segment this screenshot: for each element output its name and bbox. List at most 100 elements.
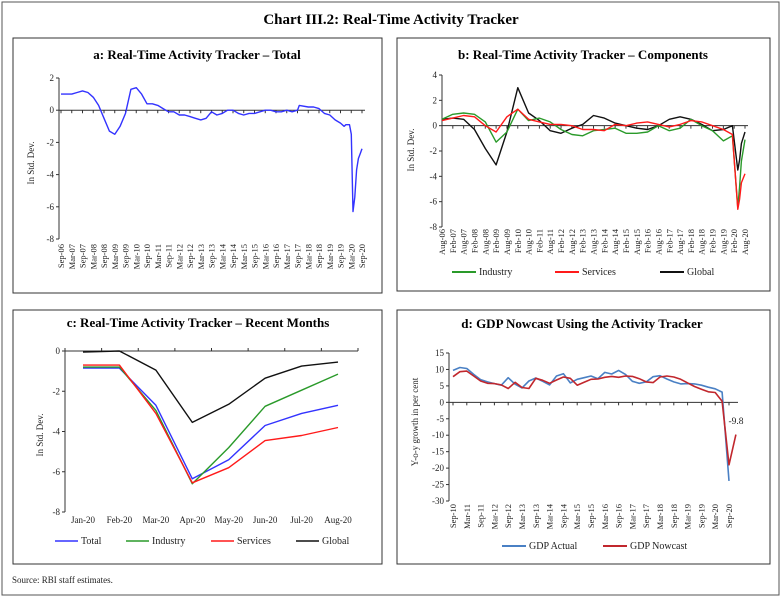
y-tick-label: -6 xyxy=(47,202,55,212)
y-tick-label: 10 xyxy=(435,364,445,374)
x-tick-label: Feb-08 xyxy=(469,229,479,253)
x-tick-label: Mar-17 xyxy=(282,244,292,269)
x-tick-label: Mar-16 xyxy=(260,244,270,269)
x-tick-label: Sep-08 xyxy=(99,244,109,268)
x-tick-label: Feb-10 xyxy=(513,229,523,253)
x-tick-label: Aug-07 xyxy=(459,229,469,255)
panel-d-border xyxy=(396,309,771,565)
x-tick-label: Mar-13 xyxy=(517,504,527,529)
x-tick-label: Sep-06 xyxy=(56,244,66,268)
y-tick-label: 0 xyxy=(440,397,445,407)
y-tick-label: 5 xyxy=(440,381,445,391)
series-line-total xyxy=(83,367,339,480)
x-tick-label: Mar-12 xyxy=(489,504,499,529)
x-tick-label: Aug-17 xyxy=(675,229,685,255)
x-tick-label: Sep-09 xyxy=(121,244,131,268)
series-line-gdp-actual xyxy=(452,366,730,481)
y-tick-label: -2 xyxy=(53,386,61,396)
x-tick-label: Apr-20 xyxy=(179,515,205,525)
x-tick-label: Sep-07 xyxy=(78,244,88,268)
x-tick-label: Mar-11 xyxy=(462,504,472,529)
x-tick-label: Mar-20 xyxy=(346,244,356,269)
x-tick-label: Aug-12 xyxy=(567,229,577,255)
y-tick-label: 0 xyxy=(56,346,61,356)
x-tick-label: Mar-08 xyxy=(88,244,98,269)
x-tick-label: Feb-16 xyxy=(643,229,653,253)
x-tick-label: Sep-10 xyxy=(142,244,152,268)
y-tick-label: -4 xyxy=(430,171,438,181)
x-tick-label: Aug-11 xyxy=(545,229,555,255)
panel-b-border xyxy=(396,37,771,292)
x-tick-label: Mar-19 xyxy=(683,504,693,529)
y-tick-label: -4 xyxy=(47,170,55,180)
figure-title: Chart III.2: Real-Time Activity Tracker xyxy=(263,12,519,28)
x-tick-label: Sep-15 xyxy=(250,244,260,268)
panel-a-border xyxy=(12,37,383,294)
legend-label-industry: Industry xyxy=(479,267,512,278)
x-tick-label: Feb-17 xyxy=(664,229,674,253)
x-tick-label: Sep-16 xyxy=(614,504,624,528)
panel-title: a: Real-Time Activity Tracker – Total xyxy=(93,47,301,62)
x-tick-label: Mar-10 xyxy=(131,244,141,269)
legend-label-global: Global xyxy=(322,536,349,547)
y-axis-label: In Std. Dev. xyxy=(35,414,45,457)
x-tick-label: Mar-12 xyxy=(174,244,184,269)
nowcast-annotation: -9.8 xyxy=(728,417,743,427)
x-tick-label: Mar-17 xyxy=(627,504,637,529)
y-tick-label: 0 xyxy=(50,105,55,115)
y-tick-label: -4 xyxy=(53,427,61,437)
x-tick-label: Feb-13 xyxy=(578,229,588,253)
x-tick-label: Feb-14 xyxy=(599,228,609,253)
x-tick-label: Mar-18 xyxy=(303,244,313,269)
x-tick-label: Sep-19 xyxy=(696,504,706,528)
x-tick-label: Sep-12 xyxy=(503,504,513,528)
y-tick-label: -30 xyxy=(432,496,444,506)
y-tick-label: -2 xyxy=(430,146,438,156)
x-tick-label: Sep-17 xyxy=(641,504,651,528)
x-tick-label: Mar-18 xyxy=(655,504,665,529)
x-tick-label: Sep-18 xyxy=(669,504,679,528)
y-tick-label: -20 xyxy=(432,463,444,473)
x-tick-label: Sep-11 xyxy=(164,244,174,268)
series-line-total xyxy=(61,87,363,213)
x-tick-label: Mar-13 xyxy=(196,244,206,269)
x-tick-label: Mar-11 xyxy=(153,244,163,269)
y-tick-label: -8 xyxy=(430,222,438,232)
x-tick-label: Feb-18 xyxy=(686,229,696,253)
y-tick-label: -6 xyxy=(53,467,61,477)
y-axis-label: In Std. Dev. xyxy=(26,142,36,185)
x-tick-label: Mar-20 xyxy=(710,504,720,529)
legend-label-gdp-actual: GDP Actual xyxy=(529,541,577,552)
x-tick-label: Aug-20 xyxy=(324,515,352,525)
y-tick-label: 2 xyxy=(433,95,438,105)
x-tick-label: May-20 xyxy=(214,515,243,525)
x-tick-label: Mar-09 xyxy=(110,244,120,269)
x-tick-label: Sep-11 xyxy=(476,504,486,528)
panel-c-border xyxy=(12,309,383,565)
x-tick-label: Sep-19 xyxy=(336,244,346,268)
x-tick-label: Feb-19 xyxy=(708,229,718,253)
x-tick-label: Aug-19 xyxy=(718,229,728,255)
x-tick-label: Aug-14 xyxy=(610,228,620,255)
y-axis-label: In Std. Dev. xyxy=(406,129,416,172)
y-tick-label: -8 xyxy=(53,507,61,517)
x-tick-label: Aug-15 xyxy=(632,229,642,255)
x-tick-label: Mar-19 xyxy=(325,244,335,269)
legend-label-services: Services xyxy=(237,536,271,547)
y-tick-label: -5 xyxy=(437,414,445,424)
y-tick-label: -15 xyxy=(432,447,444,457)
series-line-industry xyxy=(83,366,339,485)
x-tick-label: Feb-07 xyxy=(448,229,458,253)
x-tick-label: Sep-16 xyxy=(271,244,281,268)
x-tick-label: Sep-13 xyxy=(531,504,541,528)
x-tick-label: Aug-06 xyxy=(437,229,447,255)
series-line-global xyxy=(441,87,746,171)
x-tick-label: Sep-15 xyxy=(586,504,596,528)
x-tick-label: Feb-11 xyxy=(534,229,544,253)
series-line-gdp-nowcast xyxy=(452,370,737,466)
legend-label-gdp-nowcast: GDP Nowcast xyxy=(630,541,687,552)
x-tick-label: Mar-16 xyxy=(600,504,610,529)
x-tick-label: Aug-18 xyxy=(697,229,707,255)
x-tick-label: Mar-15 xyxy=(572,504,582,529)
